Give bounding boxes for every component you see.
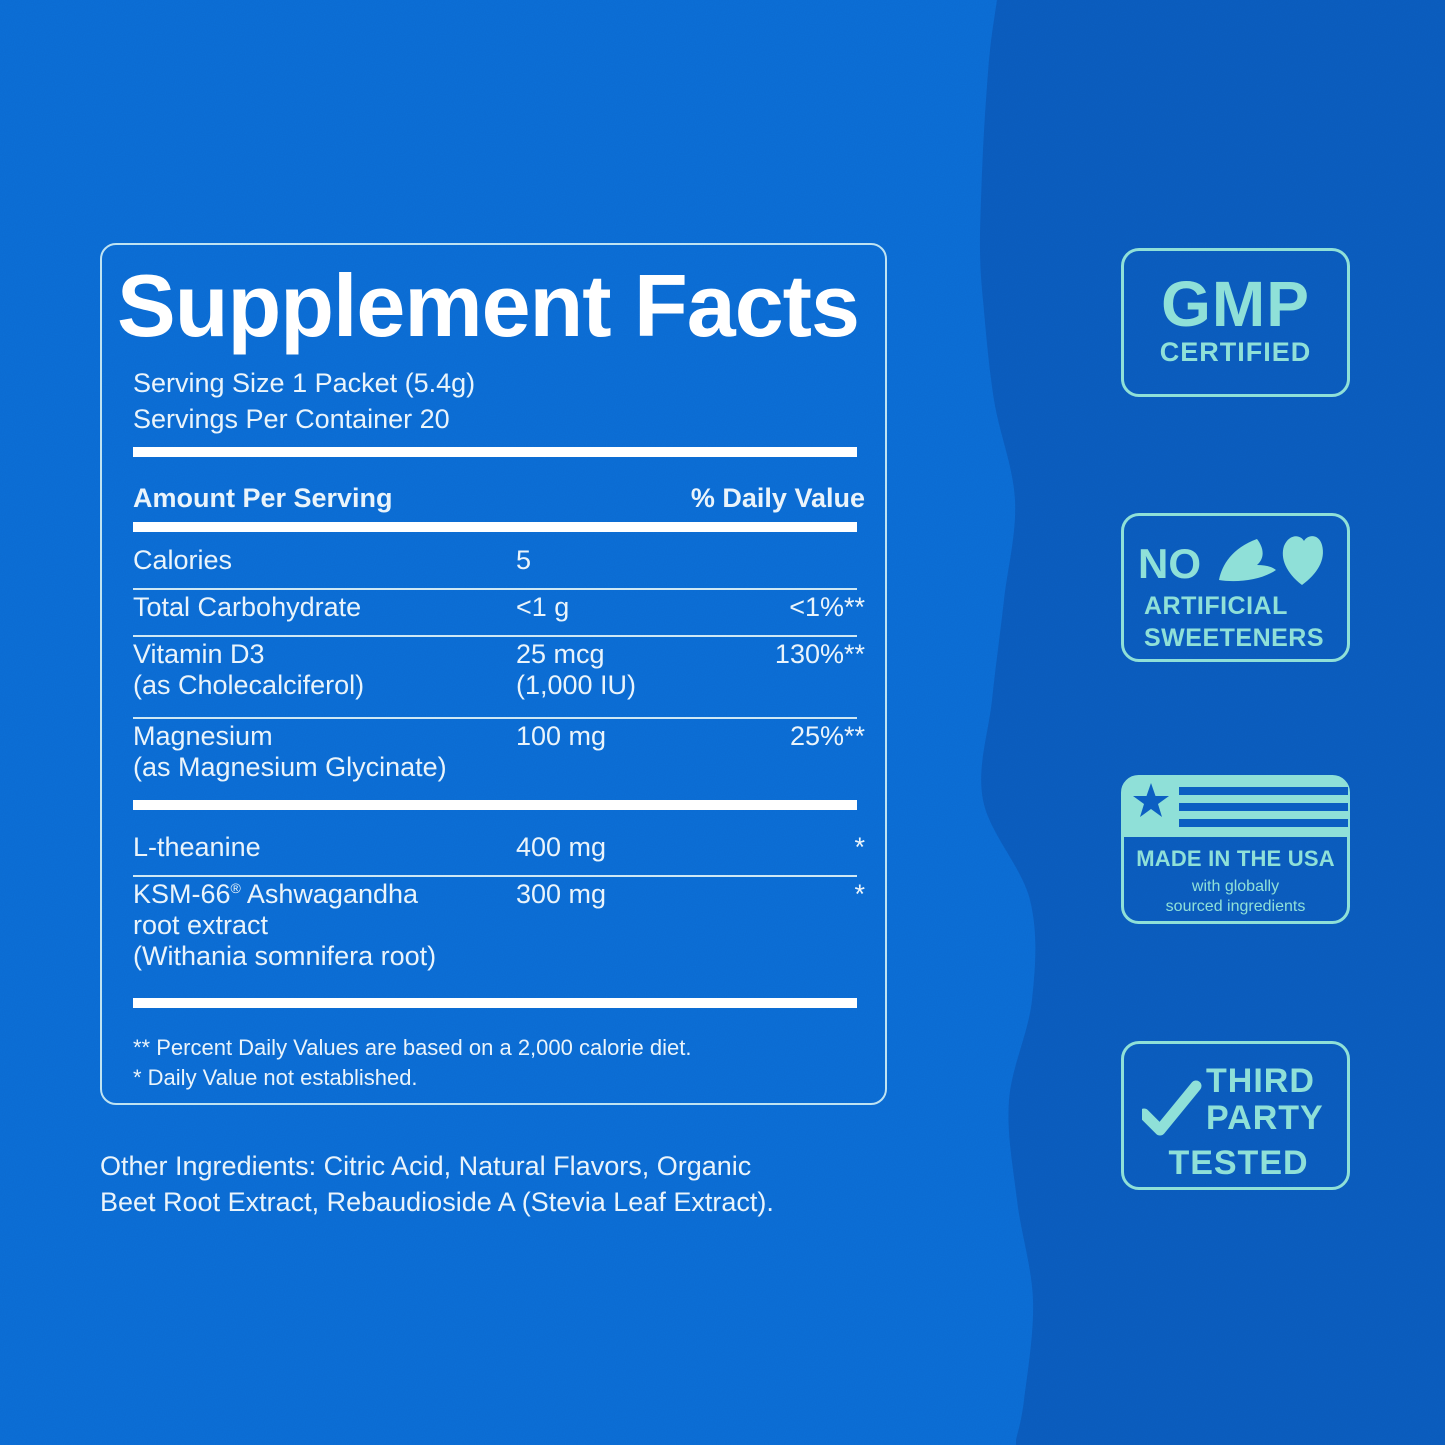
svg-text:NO: NO bbox=[1138, 540, 1201, 587]
